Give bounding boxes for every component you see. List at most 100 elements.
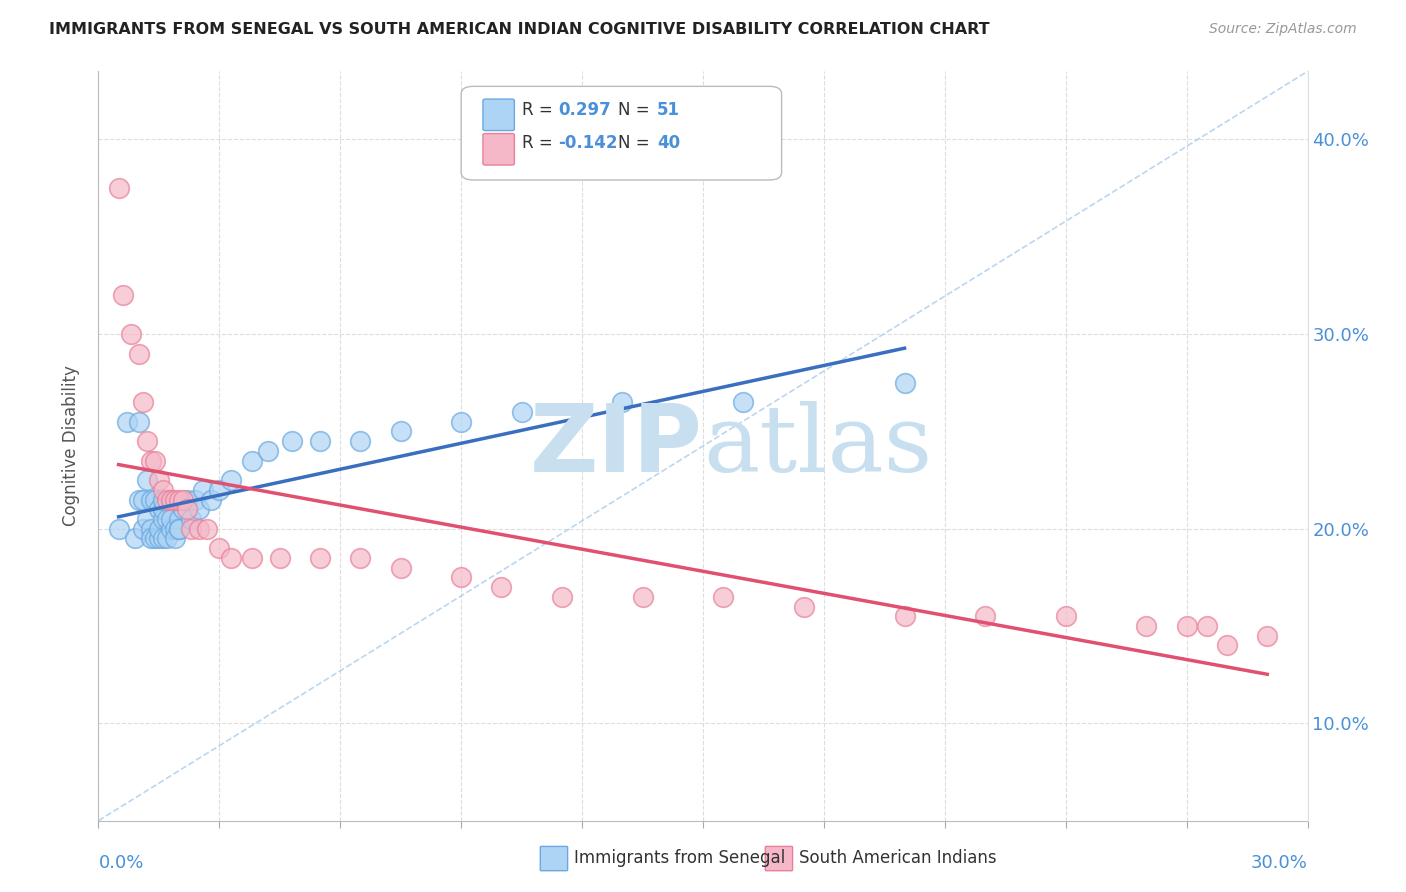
Text: -0.142: -0.142 xyxy=(558,134,617,152)
Point xyxy=(221,473,243,487)
Point xyxy=(793,599,815,614)
Point xyxy=(349,550,371,565)
Point xyxy=(200,492,222,507)
Point xyxy=(148,502,170,516)
Point xyxy=(180,522,202,536)
Point xyxy=(128,415,150,429)
Point xyxy=(163,532,186,546)
Point xyxy=(281,434,304,449)
Text: IMMIGRANTS FROM SENEGAL VS SOUTH AMERICAN INDIAN COGNITIVE DISABILITY CORRELATIO: IMMIGRANTS FROM SENEGAL VS SOUTH AMERICA… xyxy=(49,22,990,37)
Point xyxy=(1256,629,1278,643)
Point xyxy=(132,395,155,409)
Text: 0.0%: 0.0% xyxy=(98,855,143,872)
Point xyxy=(139,522,162,536)
Text: atlas: atlas xyxy=(703,401,932,491)
Point xyxy=(128,346,150,360)
Point xyxy=(135,512,157,526)
Point xyxy=(163,492,186,507)
FancyBboxPatch shape xyxy=(461,87,782,180)
Text: South American Indians: South American Indians xyxy=(799,849,997,867)
Point xyxy=(193,483,215,497)
Point xyxy=(152,502,174,516)
Point xyxy=(240,550,263,565)
FancyBboxPatch shape xyxy=(540,847,568,871)
FancyBboxPatch shape xyxy=(765,847,793,871)
Point xyxy=(1216,639,1239,653)
Point xyxy=(160,492,183,507)
Point xyxy=(120,327,142,342)
Point xyxy=(143,453,166,467)
Point xyxy=(349,434,371,449)
Text: R =: R = xyxy=(522,134,558,152)
Point xyxy=(148,522,170,536)
Point xyxy=(1195,619,1218,633)
Point xyxy=(176,502,198,516)
Point xyxy=(256,443,278,458)
Point xyxy=(135,434,157,449)
Point xyxy=(107,181,129,195)
Point xyxy=(893,609,915,624)
Point xyxy=(163,522,186,536)
Text: N =: N = xyxy=(619,101,655,119)
Point xyxy=(124,532,146,546)
Point xyxy=(176,492,198,507)
Point xyxy=(195,522,218,536)
Text: 40: 40 xyxy=(657,134,681,152)
Point xyxy=(240,453,263,467)
Y-axis label: Cognitive Disability: Cognitive Disability xyxy=(62,366,80,526)
Point xyxy=(491,580,513,594)
Point xyxy=(188,502,211,516)
Point xyxy=(450,570,472,584)
Point xyxy=(309,434,332,449)
Text: Immigrants from Senegal: Immigrants from Senegal xyxy=(574,849,785,867)
Point xyxy=(135,473,157,487)
Point xyxy=(172,502,194,516)
Point xyxy=(160,512,183,526)
Point xyxy=(167,522,190,536)
Point xyxy=(184,492,207,507)
Point xyxy=(139,492,162,507)
Text: Source: ZipAtlas.com: Source: ZipAtlas.com xyxy=(1209,22,1357,37)
Point xyxy=(167,492,190,507)
Point xyxy=(631,590,654,604)
Point xyxy=(208,483,231,497)
Point xyxy=(450,415,472,429)
Text: 0.297: 0.297 xyxy=(558,101,610,119)
Point xyxy=(172,492,194,507)
FancyBboxPatch shape xyxy=(482,99,515,130)
Point xyxy=(612,395,634,409)
FancyBboxPatch shape xyxy=(482,134,515,165)
Point xyxy=(156,512,179,526)
Point xyxy=(152,483,174,497)
Point xyxy=(389,560,412,574)
Point xyxy=(389,425,412,439)
Text: 51: 51 xyxy=(657,101,681,119)
Point xyxy=(167,512,190,526)
Point xyxy=(733,395,755,409)
Point xyxy=(160,492,183,507)
Point xyxy=(148,532,170,546)
Point xyxy=(1135,619,1157,633)
Point xyxy=(107,522,129,536)
Point xyxy=(143,492,166,507)
Point xyxy=(156,492,179,507)
Point xyxy=(208,541,231,556)
Point xyxy=(139,453,162,467)
Point xyxy=(128,492,150,507)
Point xyxy=(269,550,291,565)
Point xyxy=(152,512,174,526)
Point xyxy=(111,288,134,302)
Point xyxy=(160,522,183,536)
Text: N =: N = xyxy=(619,134,655,152)
Text: ZIP: ZIP xyxy=(530,400,703,492)
Point xyxy=(180,512,202,526)
Point xyxy=(551,590,574,604)
Point xyxy=(188,522,211,536)
Point xyxy=(143,532,166,546)
Point xyxy=(510,405,533,419)
Point xyxy=(221,550,243,565)
Point xyxy=(139,532,162,546)
Point xyxy=(132,522,155,536)
Point xyxy=(152,532,174,546)
Point xyxy=(711,590,734,604)
